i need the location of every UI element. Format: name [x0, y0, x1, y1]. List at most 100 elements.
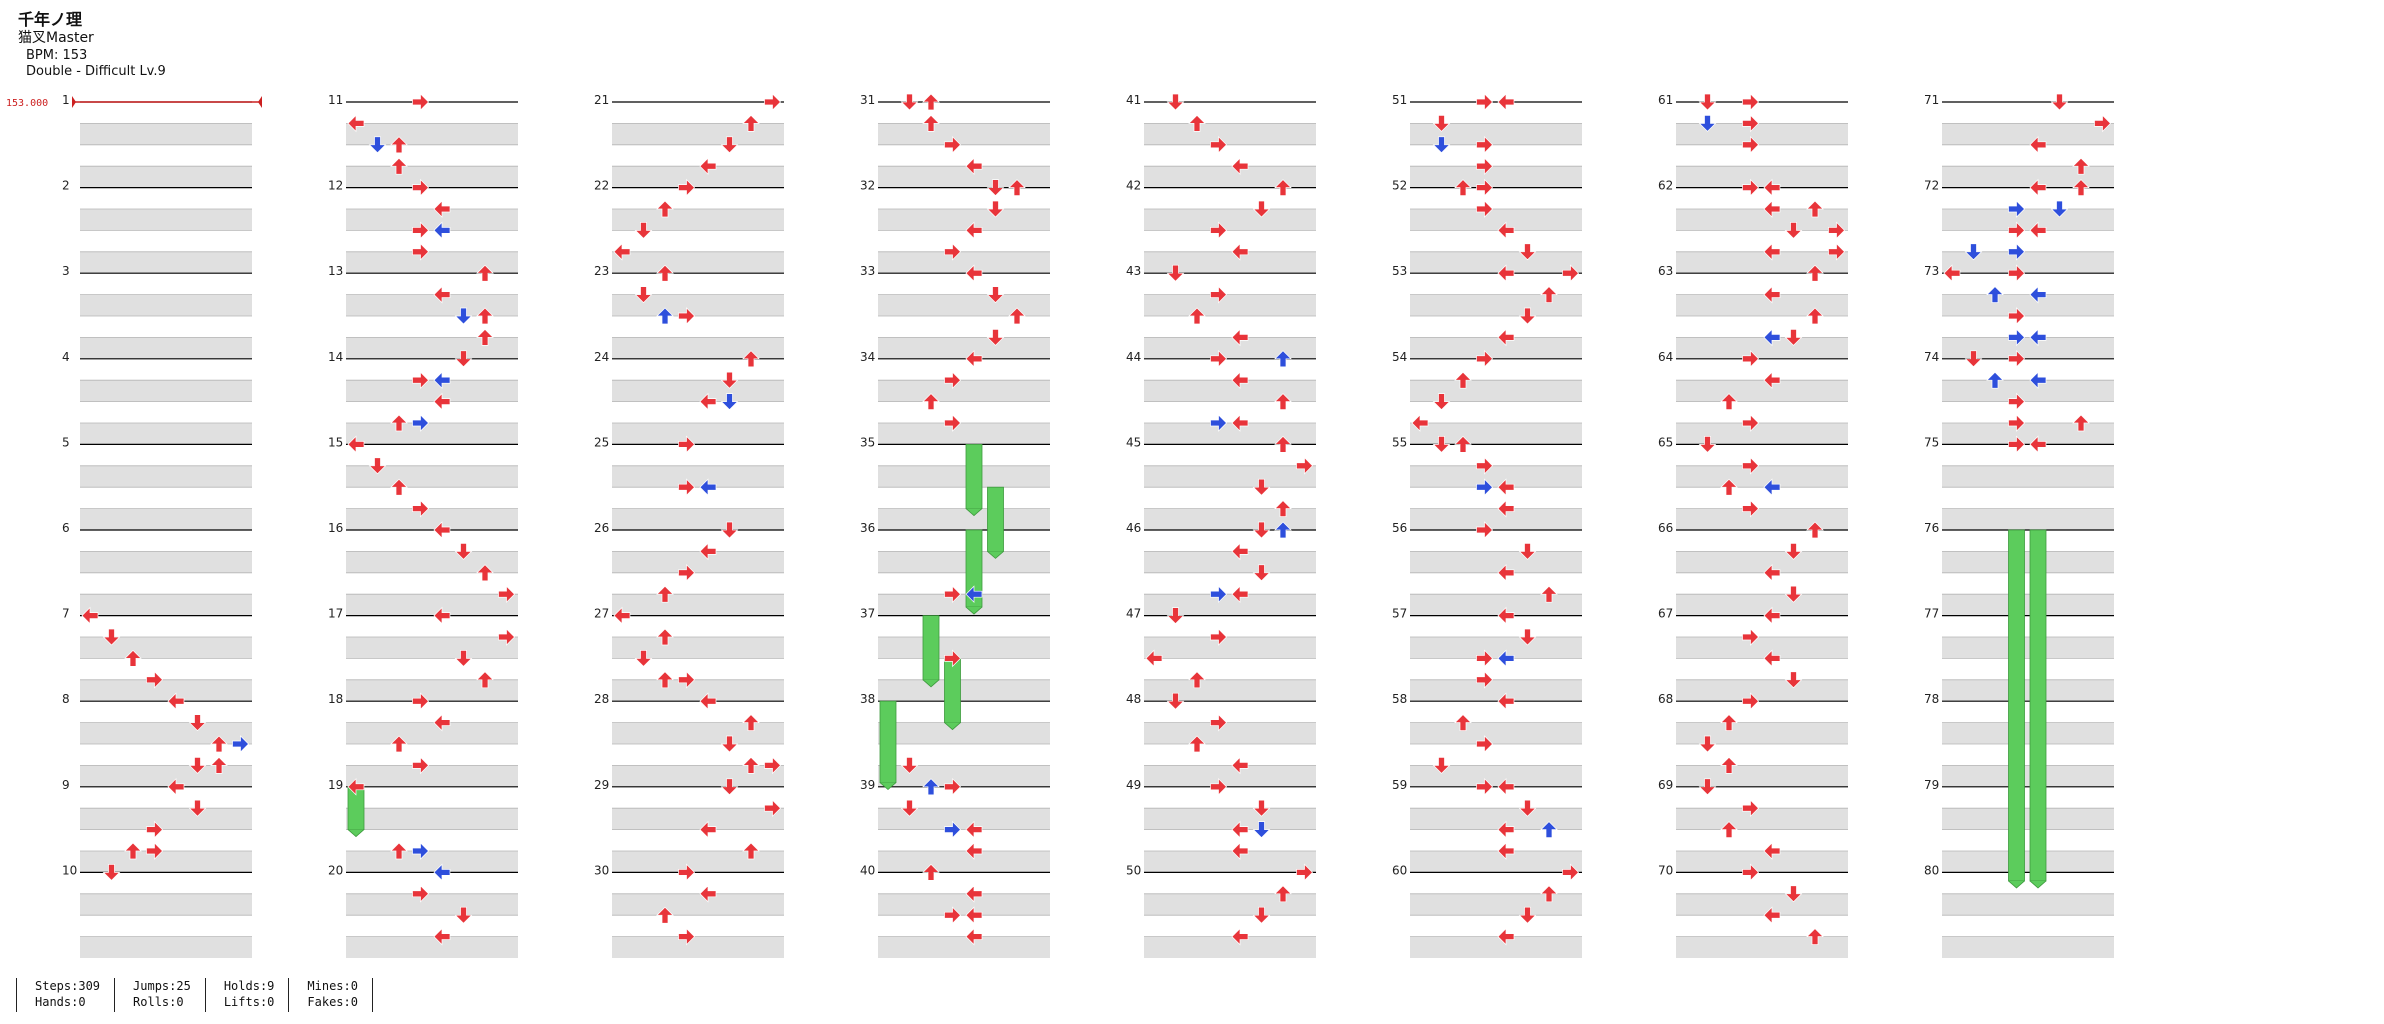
measure-number: 11 — [328, 93, 343, 107]
measure-number: 55 — [1392, 435, 1407, 449]
measure-number: 70 — [1658, 863, 1673, 877]
chart-column — [80, 101, 252, 958]
song-title: 千年ノ理 — [18, 10, 83, 29]
beat-band — [346, 893, 518, 916]
right-arrow-icon — [678, 435, 695, 454]
beat-band — [878, 423, 1050, 445]
beat-band — [1410, 637, 1582, 659]
beat-band — [1144, 337, 1316, 359]
down-arrow-icon — [1252, 478, 1271, 496]
measure-number: 33 — [860, 264, 875, 278]
beat-band — [80, 380, 252, 402]
measure-number: 34 — [860, 350, 875, 364]
down-arrow-icon — [1784, 585, 1803, 603]
measure-number: 2 — [62, 179, 70, 193]
right-arrow-icon — [1742, 349, 1759, 368]
up-arrow-icon — [1188, 671, 1206, 689]
measure-number: 71 — [1924, 93, 1939, 107]
beat-band — [878, 465, 1050, 488]
beat-band — [1676, 808, 1848, 830]
left-arrow-icon — [1231, 820, 1249, 839]
beat-band — [1144, 251, 1316, 274]
song-header: 千年ノ理 猫叉Master BPM: 153 Double - Difficul… — [18, 10, 166, 80]
beat-band — [878, 893, 1050, 916]
beat-band — [80, 294, 252, 316]
beat-band — [1676, 123, 1848, 145]
left-arrow-icon — [613, 606, 631, 625]
hold-tail — [965, 508, 983, 517]
left-arrow-icon — [1231, 328, 1249, 347]
right-arrow-icon — [944, 414, 961, 432]
beat-band — [1410, 765, 1582, 787]
right-arrow-icon — [678, 670, 695, 689]
measure-number: 79 — [1924, 778, 1939, 792]
measure-number: 67 — [1658, 607, 1673, 621]
up-arrow-icon — [1720, 714, 1738, 731]
left-arrow-icon — [2029, 328, 2047, 347]
right-arrow-icon — [678, 927, 695, 946]
right-arrow-icon — [678, 478, 695, 497]
left-arrow-icon — [433, 927, 451, 946]
left-arrow-icon — [433, 285, 451, 304]
right-arrow-icon — [1828, 242, 1845, 261]
down-arrow-icon — [454, 350, 473, 368]
left-arrow-icon — [1231, 585, 1249, 604]
up-arrow-icon — [1720, 756, 1738, 774]
left-arrow-icon — [1231, 371, 1249, 390]
left-arrow-icon — [1763, 478, 1781, 497]
down-arrow-icon — [900, 799, 919, 817]
up-arrow-icon — [476, 328, 494, 346]
measure-number: 56 — [1392, 521, 1407, 535]
beat-band — [612, 551, 784, 573]
beat-band — [612, 594, 784, 616]
measure-number: 10 — [62, 863, 77, 877]
right-arrow-icon — [1476, 349, 1493, 368]
right-arrow-icon — [1742, 692, 1759, 711]
beat-band — [1942, 936, 2114, 958]
up-arrow-icon — [656, 264, 674, 282]
up-arrow-icon — [390, 478, 408, 496]
right-arrow-icon — [498, 628, 515, 646]
left-arrow-icon — [965, 906, 983, 925]
measure-number: 43 — [1126, 264, 1141, 278]
measure-number: 72 — [1924, 179, 1939, 193]
right-arrow-icon — [146, 820, 163, 839]
right-arrow-icon — [1476, 93, 1493, 111]
beat-band — [1410, 423, 1582, 445]
down-arrow-icon — [1784, 671, 1803, 689]
left-arrow-icon — [1497, 777, 1515, 796]
down-arrow-icon — [102, 628, 121, 646]
measure-number: 65 — [1658, 435, 1673, 449]
beat-band — [1942, 679, 2114, 702]
beat-band — [80, 251, 252, 274]
beat-band — [1676, 893, 1848, 916]
up-arrow-icon — [1540, 821, 1558, 838]
beat-band — [1942, 851, 2114, 873]
left-arrow-icon — [1763, 842, 1781, 860]
right-arrow-icon — [1742, 863, 1759, 882]
up-arrow-icon — [1454, 435, 1472, 453]
measure-number: 46 — [1126, 521, 1141, 535]
right-arrow-icon — [412, 692, 429, 711]
down-arrow-icon — [634, 650, 653, 667]
measure-number: 35 — [860, 435, 875, 449]
right-arrow-icon — [1476, 777, 1493, 796]
beat-band — [1410, 294, 1582, 316]
down-arrow-icon — [1518, 906, 1537, 924]
left-arrow-icon — [1231, 842, 1249, 860]
beat-band — [1410, 893, 1582, 916]
beat-band — [1942, 465, 2114, 488]
right-arrow-icon — [412, 221, 429, 240]
right-arrow-icon — [1210, 221, 1227, 240]
left-arrow-icon — [2029, 178, 2047, 197]
down-arrow-icon — [720, 136, 739, 154]
bpm-label: BPM: 153 — [26, 47, 88, 63]
right-arrow-icon — [1742, 499, 1759, 518]
stats-bar: Steps:309 Hands:0 Jumps:25 Rolls:0 Holds… — [16, 978, 373, 1012]
up-arrow-icon — [922, 114, 940, 132]
up-arrow-icon — [2072, 179, 2090, 196]
down-arrow-icon — [986, 200, 1005, 218]
left-arrow-icon — [965, 221, 983, 240]
beat-band — [1942, 423, 2114, 445]
up-arrow-icon — [1806, 200, 1824, 218]
